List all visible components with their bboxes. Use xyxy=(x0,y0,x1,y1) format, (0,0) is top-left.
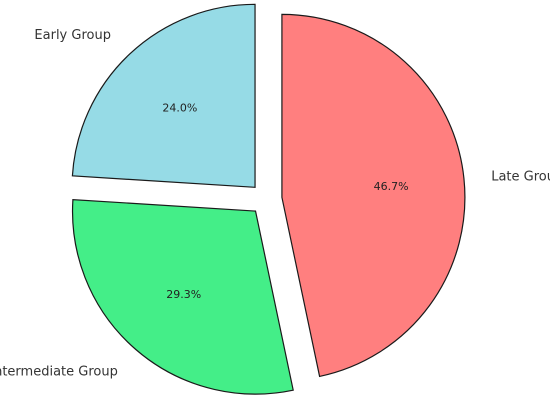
percentage-labels: 46.7% 29.3% 24.0% xyxy=(162,101,408,301)
category-labels: Late Group Intermediate Group Early Group xyxy=(0,28,550,379)
pct-label-intermediate-group: 29.3% xyxy=(166,288,201,301)
category-label-early-group: Early Group xyxy=(34,28,111,43)
category-label-intermediate-group: Intermediate Group xyxy=(0,364,118,379)
category-label-late-group: Late Group xyxy=(491,170,550,185)
slice-late-group xyxy=(281,13,466,378)
pie-slices xyxy=(71,3,466,395)
pct-label-early-group: 24.0% xyxy=(162,101,197,114)
slice-early-group xyxy=(71,3,256,188)
pct-label-late-group: 46.7% xyxy=(374,180,409,193)
slice-intermediate-group xyxy=(71,198,294,395)
